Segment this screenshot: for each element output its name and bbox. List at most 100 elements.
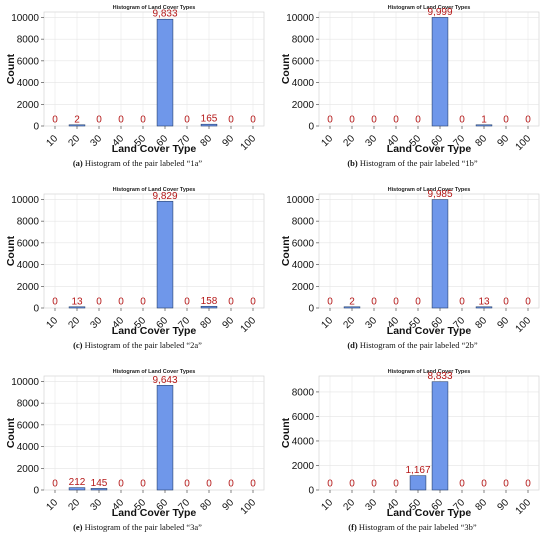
- x-tick-label: 30: [88, 497, 104, 513]
- caption-text: Histogram of the pair labeled “2b”: [359, 340, 478, 350]
- y-tick-label: 0: [308, 304, 314, 315]
- x-tick-label: 100: [514, 133, 534, 153]
- bar-value-label: 0: [459, 478, 465, 489]
- panel-f: Histogram of Land Cover Types 0 2000 4000 60…: [275, 364, 550, 546]
- bar-value-label: 8,833: [427, 371, 452, 382]
- bar-value-label: 0: [52, 478, 58, 489]
- x-tick-label: 10: [319, 315, 335, 331]
- bar-value-label: 2: [349, 296, 355, 307]
- x-tick-label: 10: [44, 133, 60, 149]
- y-tick-label: 0: [33, 122, 39, 133]
- y-tick-label: 10000: [286, 195, 314, 206]
- x-tick-label: 100: [514, 497, 534, 517]
- x-tick-label: 100: [239, 497, 259, 517]
- bar-value-label: 13: [478, 296, 490, 307]
- y-tick-label: 0: [308, 486, 314, 497]
- x-tick-label: 90: [220, 497, 236, 513]
- bar-value-label: 0: [118, 478, 124, 489]
- chart-a: Histogram of Land Cover Types02000400060…: [5, 5, 265, 155]
- panel-b: Histogram of Land Cover Types 0 2000 4000 60…: [275, 0, 550, 182]
- x-tick-label: 30: [363, 315, 379, 331]
- bar: [156, 200, 174, 309]
- bar-value-label: 0: [327, 114, 333, 125]
- bar: [409, 475, 427, 491]
- x-axis-label: Land Cover Type: [387, 507, 472, 519]
- bar-value-label: 0: [140, 478, 146, 489]
- x-tick-label: 10: [44, 497, 60, 513]
- y-tick-label: 8000: [17, 217, 40, 228]
- bar-value-label: 0: [118, 114, 124, 125]
- y-axis-label: Count: [280, 235, 292, 266]
- bar-value-label: 0: [250, 114, 256, 125]
- y-axis-label: Count: [5, 417, 17, 448]
- caption-tag: (c): [73, 340, 83, 350]
- caption-f: (f) Histogram of the pair labeled “3b”: [275, 522, 550, 532]
- y-tick-label: 10000: [11, 195, 39, 206]
- plot-area: [43, 11, 265, 127]
- x-tick-label: 20: [66, 315, 82, 331]
- caption-text: Histogram of the pair labeled “1a”: [84, 158, 203, 168]
- y-tick-label: 8000: [292, 35, 315, 46]
- x-tick-label: 100: [239, 133, 259, 153]
- bar-value-label: 0: [525, 114, 531, 125]
- y-tick-label: 2000: [17, 282, 40, 293]
- bar-value-label: 0: [525, 478, 531, 489]
- y-tick-label: 2000: [292, 461, 315, 472]
- bar-value-label: 1: [481, 114, 487, 125]
- y-tick-label: 2000: [292, 282, 315, 293]
- plot-area: [43, 193, 265, 309]
- y-tick-label: 4000: [17, 260, 40, 271]
- y-tick-label: 4000: [17, 442, 40, 453]
- x-tick-label: 10: [319, 133, 335, 149]
- caption-text: Histogram of the pair labeled “3b”: [358, 522, 477, 532]
- bar-value-label: 145: [91, 478, 108, 489]
- bar-value-label: 0: [393, 114, 399, 125]
- bar-value-label: 0: [184, 114, 190, 125]
- x-tick-label: 80: [198, 133, 214, 149]
- caption-tag: (e): [73, 522, 83, 532]
- y-tick-label: 2000: [17, 100, 40, 111]
- panel-e: Histogram of Land Cover Types 0 2000 4000 60…: [0, 364, 275, 546]
- bar: [431, 381, 449, 491]
- bar-value-label: 0: [503, 114, 509, 125]
- x-tick-label: 90: [495, 497, 511, 513]
- x-tick-label: 80: [473, 315, 489, 331]
- bar-value-label: 0: [525, 296, 531, 307]
- bar-value-label: 9,833: [152, 9, 177, 20]
- bar-value-label: 212: [69, 477, 86, 488]
- chart-title: Histogram of Land Cover Types: [388, 5, 471, 11]
- bar: [431, 199, 449, 309]
- bar-value-label: 0: [459, 114, 465, 125]
- chart-title: Histogram of Land Cover Types: [113, 369, 196, 375]
- x-tick-label: 80: [473, 497, 489, 513]
- y-axis-label: Count: [5, 235, 17, 266]
- chart-title: Histogram of Land Cover Types: [388, 187, 471, 193]
- bar-value-label: 13: [71, 296, 83, 307]
- x-tick-label: 100: [514, 315, 534, 335]
- x-tick-label: 10: [44, 315, 60, 331]
- caption-c: (c) Histogram of the pair labeled “2a”: [0, 340, 275, 350]
- caption-text: Histogram of the pair labeled “3a”: [84, 522, 202, 532]
- y-tick-label: 0: [33, 304, 39, 315]
- x-tick-label: 20: [66, 497, 82, 513]
- x-tick-label: 90: [220, 133, 236, 149]
- y-axis-label: Count: [280, 53, 292, 84]
- y-tick-label: 4000: [292, 78, 315, 89]
- x-tick-label: 30: [88, 133, 104, 149]
- x-tick-label: 20: [341, 497, 357, 513]
- bar-value-label: 0: [415, 114, 421, 125]
- bar-value-label: 9,999: [427, 7, 452, 18]
- x-tick-label: 90: [495, 315, 511, 331]
- bar-value-label: 0: [184, 478, 190, 489]
- bar-value-label: 9,985: [427, 189, 452, 200]
- bar-value-label: 0: [349, 114, 355, 125]
- bar-value-label: 9,643: [152, 375, 177, 386]
- caption-text: Histogram of the pair labeled “1b”: [359, 158, 478, 168]
- y-tick-label: 8000: [17, 399, 40, 410]
- chart-b: Histogram of Land Cover Types02000400060…: [280, 5, 540, 155]
- y-tick-label: 6000: [17, 56, 40, 67]
- bar-value-label: 0: [459, 296, 465, 307]
- chart-e: Histogram of Land Cover Types02000400060…: [5, 369, 265, 519]
- bar-value-label: 0: [393, 478, 399, 489]
- plot-area: [318, 11, 540, 127]
